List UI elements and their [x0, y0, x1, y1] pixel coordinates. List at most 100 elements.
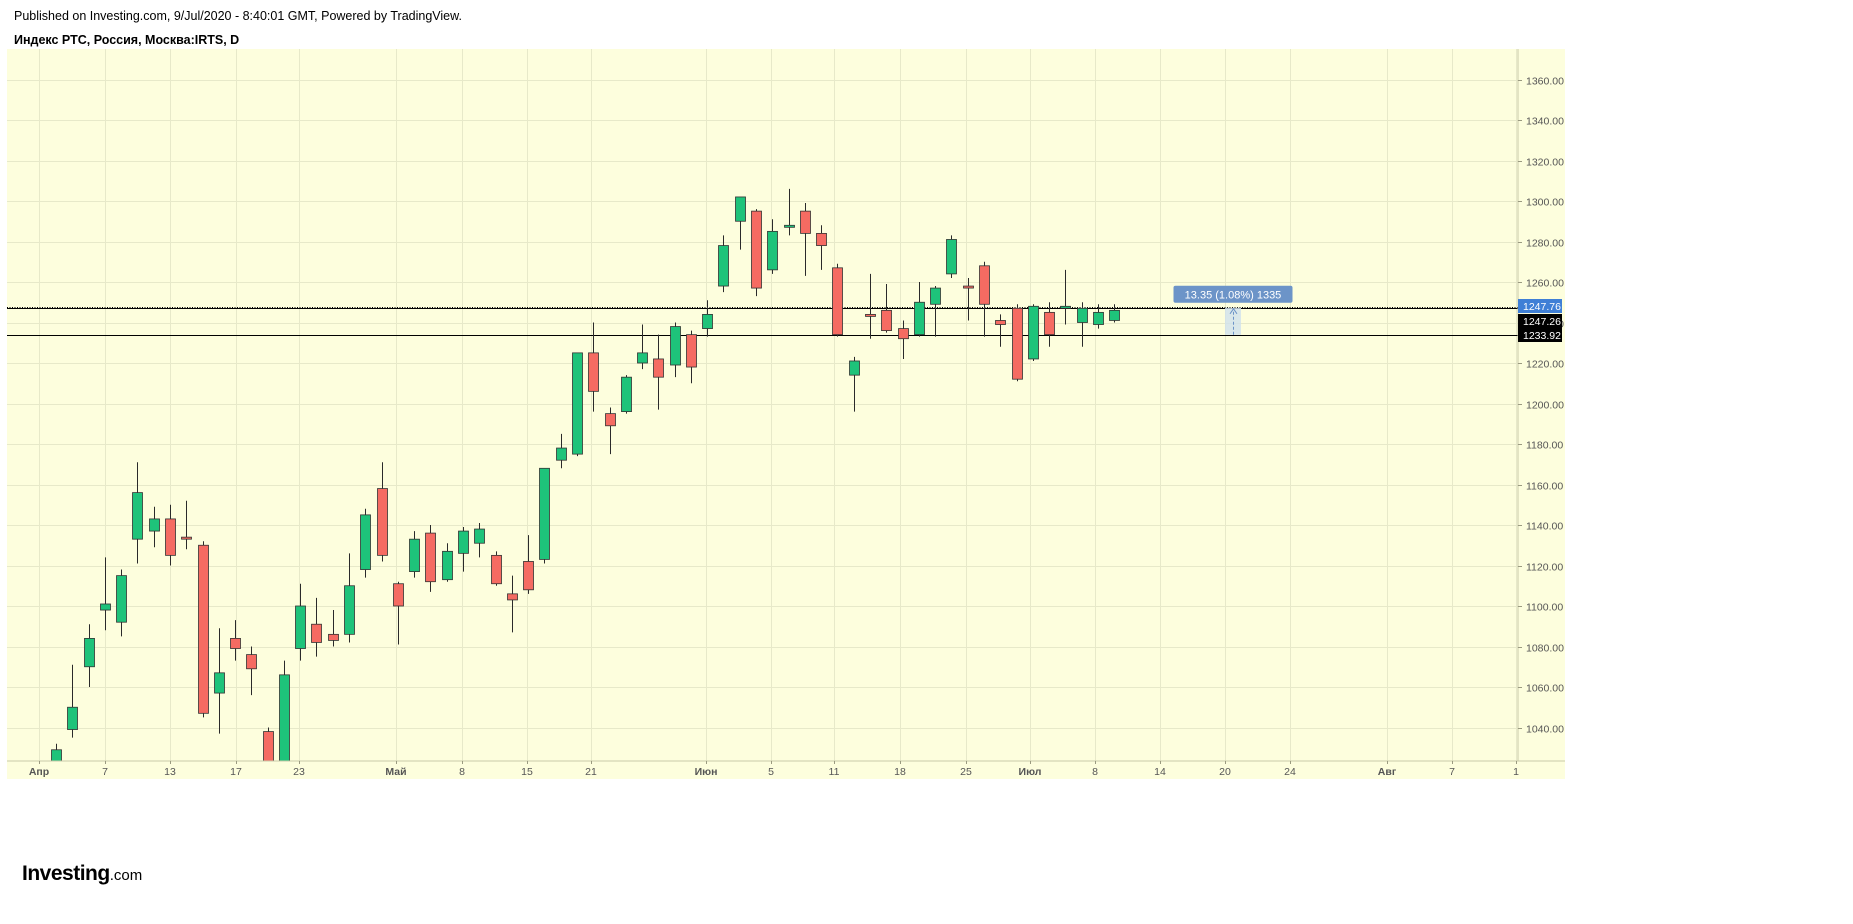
candle: [849, 356, 860, 412]
candle: [328, 610, 339, 647]
candle: [198, 541, 209, 718]
candle: [165, 504, 176, 566]
candle: [930, 286, 941, 337]
candle-body-down: [230, 638, 241, 649]
symbol-title: Индекс РТС, Россия, Москва:IRTS, D: [14, 33, 240, 47]
candle-body-up: [1093, 311, 1104, 325]
candle-body-up: [214, 672, 225, 694]
candle-body-up: [51, 749, 62, 761]
candle-body-down: [246, 654, 257, 670]
candle: [279, 660, 290, 761]
candle: [653, 334, 664, 410]
candle-body-up: [279, 674, 290, 761]
y-tick-label: 1340.00: [1526, 116, 1564, 128]
candle: [230, 620, 241, 661]
x-tick-label: Май: [385, 766, 406, 778]
candle: [572, 352, 583, 457]
candle: [1060, 269, 1071, 325]
x-tick-label: Июл: [1019, 766, 1042, 778]
candle: [409, 531, 420, 578]
candle: [84, 624, 95, 687]
candle: [1028, 304, 1039, 361]
candle-body-up: [670, 326, 681, 366]
x-tick-label: Июн: [695, 766, 718, 778]
candle-body-up: [116, 575, 127, 623]
candle-body-up: [946, 239, 957, 275]
candle: [1044, 302, 1055, 347]
measure-range: [1225, 307, 1241, 335]
candle: [539, 467, 550, 564]
candle-body-down: [751, 210, 762, 289]
candle: [393, 581, 404, 645]
candle: [1109, 304, 1120, 323]
candle: [767, 219, 778, 274]
candle-body-up: [360, 514, 371, 570]
price-labels: 1247.76 1247.26 1233.92: [1518, 299, 1562, 342]
candle: [979, 261, 990, 337]
x-tick-label: 8: [1092, 766, 1098, 778]
x-tick-label: 11: [829, 766, 840, 778]
candle: [149, 506, 160, 548]
candle: [458, 527, 469, 572]
candle-body-down: [653, 358, 664, 378]
candle-body-up: [849, 360, 860, 376]
candle-body-up: [914, 301, 925, 336]
candle-body-down: [393, 583, 404, 607]
candle-body-up: [718, 245, 729, 287]
candle-body-down: [165, 518, 176, 556]
grid-lines: [7, 49, 1518, 761]
x-tick-label: Апр: [29, 766, 49, 778]
x-tick-label: 20: [1219, 766, 1231, 778]
candle: [214, 628, 225, 734]
candle: [556, 433, 567, 469]
candle-body-down: [605, 413, 616, 427]
candle-body-down: [832, 267, 843, 336]
candle-body-down: [800, 210, 811, 234]
candle-body-down: [979, 265, 990, 305]
x-tick-label: 1: [1513, 766, 1519, 778]
x-tick-label: 23: [293, 766, 305, 778]
candle-body-up: [295, 605, 306, 649]
y-tick-label: 1180.00: [1526, 440, 1563, 452]
candle: [344, 553, 355, 643]
candle-body-down: [816, 232, 827, 246]
candle-body-down: [963, 285, 974, 289]
candle: [116, 569, 127, 637]
measure-tool[interactable]: 13.35 (1.08%) 1335: [1173, 285, 1293, 335]
candle: [360, 508, 371, 578]
x-tick-label: 13: [164, 766, 176, 778]
price-label-text: 1247.26: [1523, 316, 1561, 328]
candle-body-up: [572, 352, 583, 455]
x-tick-label: 21: [585, 766, 597, 778]
candle: [377, 462, 388, 562]
investing-logo: Investing.com: [22, 862, 142, 886]
candle-body-down: [328, 633, 339, 641]
candle-body-up: [67, 706, 78, 730]
candle: [963, 277, 974, 321]
price-label-box: [1518, 328, 1562, 342]
measure-label-text: 13.35 (1.08%) 1335: [1185, 289, 1282, 301]
candle-body-down: [881, 309, 892, 332]
candle-body-up: [344, 585, 355, 635]
y-tick-label: 1080.00: [1526, 643, 1564, 655]
y-tick-label: 1220.00: [1526, 359, 1564, 371]
candle: [523, 535, 534, 594]
y-tick-label: 1300.00: [1526, 197, 1564, 209]
candle-body-down: [311, 623, 322, 643]
y-tick-label: 1160.00: [1526, 481, 1563, 493]
candle-body-up: [621, 376, 632, 412]
y-tick-label: 1200.00: [1526, 400, 1564, 412]
candle-body-up: [735, 196, 746, 222]
x-tick-label: 8: [459, 766, 465, 778]
candle: [263, 727, 274, 761]
candle: [914, 282, 925, 337]
candle-body-down: [425, 532, 436, 583]
candle-body-up: [1109, 309, 1120, 321]
candle-body-up: [784, 224, 795, 228]
candle-body-up: [1077, 307, 1088, 323]
y-tick-label: 1280.00: [1526, 238, 1564, 250]
x-tick-label: 18: [894, 766, 906, 778]
candle: [816, 225, 827, 270]
candle: [311, 597, 322, 657]
